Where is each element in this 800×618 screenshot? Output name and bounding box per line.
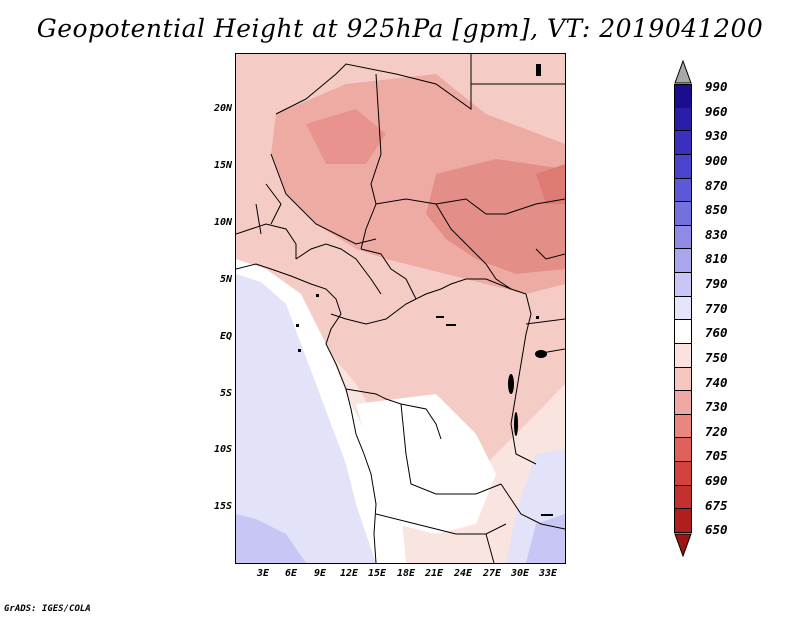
- lat-label-5s: 5S: [219, 388, 232, 399]
- colorbar-label: 790: [705, 276, 728, 291]
- colorbar-label: 650: [705, 522, 728, 537]
- colorbar-segment: [674, 107, 692, 132]
- colorbar-segment: [674, 367, 692, 392]
- colorbar-label: 960: [705, 104, 728, 119]
- lon-label-27e: 27E: [482, 568, 502, 579]
- geopotential-map: [236, 54, 565, 563]
- colorbar-segment: [674, 438, 692, 463]
- colorbar-label: 990: [705, 79, 728, 94]
- colorbar-label: 760: [705, 325, 728, 340]
- colorbar-segment: [674, 414, 692, 439]
- colorbar-segment: [674, 485, 692, 510]
- colorbar-segment: [674, 249, 692, 274]
- colorbar-label: 870: [705, 178, 728, 193]
- colorbar-label: 770: [705, 301, 728, 316]
- colorbar-label: 690: [705, 473, 728, 488]
- colorbar-label: 830: [705, 227, 728, 242]
- colorbar-label: 850: [705, 202, 728, 217]
- colorbar-label: 810: [705, 251, 728, 266]
- lat-label-15s: 15S: [213, 501, 232, 512]
- lon-label-18e: 18E: [396, 568, 416, 579]
- colorbar-segment: [674, 296, 692, 321]
- colorbar-segment: [674, 84, 692, 109]
- colorbar-segment: [674, 509, 692, 533]
- colorbar-segment: [674, 320, 692, 344]
- colorbar-segment: [674, 273, 692, 297]
- lat-label-5n: 5N: [219, 274, 232, 285]
- colorbar-label: 720: [705, 424, 728, 439]
- lat-label-10n: 10N: [213, 217, 232, 228]
- colorbar-over-arrow: [674, 60, 692, 84]
- colorbar-label: 730: [705, 399, 728, 414]
- lon-label-21e: 21E: [424, 568, 444, 579]
- map-panel: [235, 53, 566, 564]
- colorbar-label: 740: [705, 375, 728, 390]
- colorbar-segment: [674, 343, 692, 368]
- map-title: Geopotential Height at 925hPa [gpm], VT:…: [36, 14, 764, 43]
- lat-label-10s: 10S: [213, 444, 232, 455]
- colorbar-segment: [674, 462, 692, 486]
- colorbar-segment: [674, 131, 692, 155]
- lon-label-30e: 30E: [510, 568, 530, 579]
- lon-label-24e: 24E: [453, 568, 473, 579]
- lat-label-15n: 15N: [213, 160, 232, 171]
- colorbar-label: 900: [705, 153, 728, 168]
- credit-text: GrADS: IGES/COLA: [4, 604, 91, 614]
- colorbar-segment: [674, 202, 692, 226]
- lat-label-20n: 20N: [213, 103, 232, 114]
- colorbar-label: 750: [705, 350, 728, 365]
- lon-label-15e: 15E: [367, 568, 387, 579]
- colorbar-segment: [674, 178, 692, 203]
- lon-label-33e: 33E: [538, 568, 558, 579]
- lon-label-12e: 12E: [339, 568, 359, 579]
- colorbar-label: 705: [705, 448, 728, 463]
- colorbar-under-arrow: [674, 533, 692, 557]
- lat-label-eq: EQ: [219, 331, 232, 342]
- colorbar-segment: [674, 391, 692, 415]
- colorbar-label: 930: [705, 128, 728, 143]
- colorbar-segment: [674, 154, 692, 179]
- lon-label-9e: 9E: [313, 568, 327, 579]
- colorbar-label: 675: [705, 498, 728, 513]
- colorbar-segment: [674, 225, 692, 250]
- lon-label-3e: 3E: [256, 568, 270, 579]
- lon-label-6e: 6E: [284, 568, 298, 579]
